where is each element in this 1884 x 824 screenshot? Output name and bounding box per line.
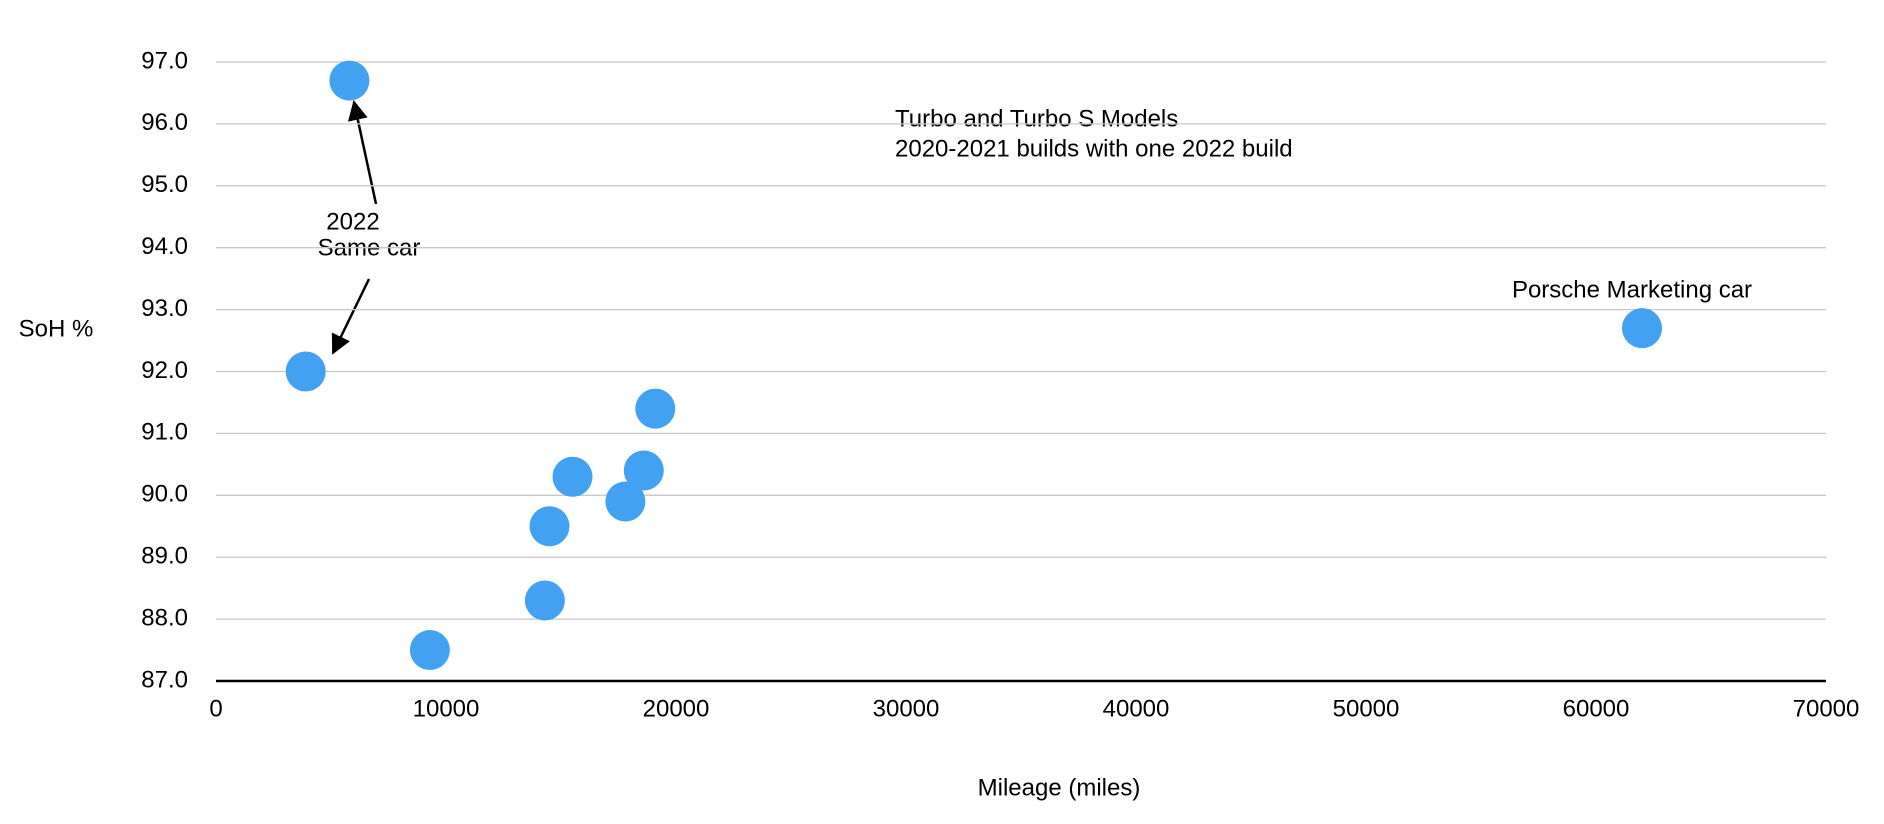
y-tick-label: 87.0 bbox=[141, 666, 188, 693]
point bbox=[409, 630, 450, 671]
y-axis-label: SoH % bbox=[19, 315, 94, 342]
y-tick-label: 97.0 bbox=[141, 47, 188, 74]
point bbox=[552, 456, 593, 497]
x-tick-label: 30000 bbox=[873, 695, 940, 722]
y-tick-label: 91.0 bbox=[141, 419, 188, 446]
annotation: 2020-2021 builds with one 2022 build bbox=[895, 135, 1293, 162]
point bbox=[1622, 308, 1662, 349]
annotation: 2022 bbox=[326, 208, 379, 235]
y-tick-label: 96.0 bbox=[141, 109, 188, 136]
x-tick-label: 40000 bbox=[1103, 695, 1170, 722]
x-tick-label: 70000 bbox=[1793, 695, 1860, 722]
x-tick-label: 10000 bbox=[413, 695, 480, 722]
y-tick-label: 94.0 bbox=[141, 233, 188, 260]
y-tick-label: 93.0 bbox=[141, 295, 188, 322]
point bbox=[529, 506, 570, 547]
y-tick-label: 95.0 bbox=[141, 171, 188, 198]
x-tick-label: 60000 bbox=[1563, 695, 1630, 722]
y-tick-label: 89.0 bbox=[141, 543, 188, 570]
x-tick-label: 20000 bbox=[643, 695, 710, 722]
point bbox=[329, 60, 370, 101]
point bbox=[285, 351, 326, 392]
y-tick-label: 90.0 bbox=[141, 481, 188, 508]
annotation: Porsche Marketing car bbox=[1512, 276, 1752, 303]
y-tick-label: 88.0 bbox=[141, 604, 188, 631]
x-axis-label: Mileage (miles) bbox=[978, 774, 1141, 801]
x-tick-label: 0 bbox=[209, 695, 222, 722]
annotation: Turbo and Turbo S Models bbox=[895, 105, 1178, 132]
arrow bbox=[348, 100, 378, 205]
y-tick-label: 92.0 bbox=[141, 357, 188, 384]
point bbox=[635, 388, 676, 429]
arrow bbox=[331, 278, 371, 355]
point bbox=[623, 450, 664, 491]
point bbox=[605, 481, 646, 522]
x-tick-label: 50000 bbox=[1333, 695, 1400, 722]
point bbox=[524, 580, 565, 621]
